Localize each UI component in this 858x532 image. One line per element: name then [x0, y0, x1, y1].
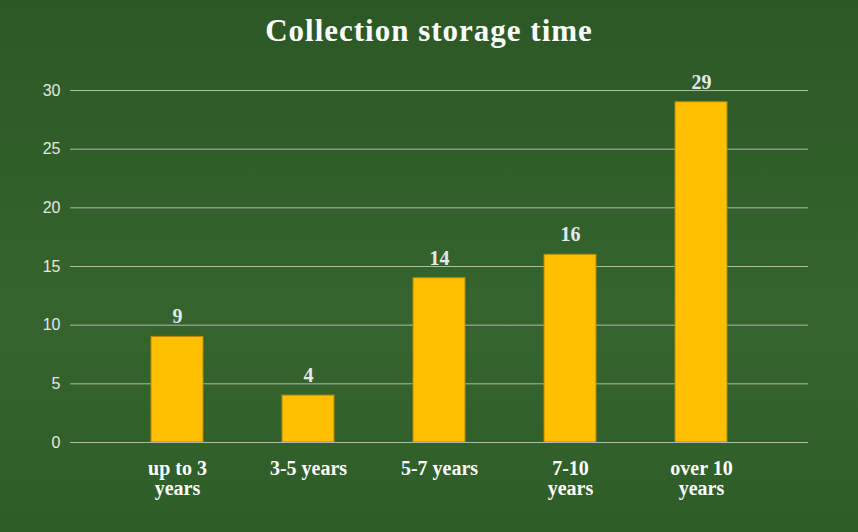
svg-text:3-5 years: 3-5 years [270, 457, 347, 480]
svg-text:over 10years: over 10years [670, 457, 732, 500]
svg-text:29: 29 [692, 71, 712, 93]
svg-text:15: 15 [43, 258, 61, 275]
svg-text:4: 4 [304, 364, 314, 386]
svg-text:9: 9 [173, 305, 183, 327]
html-text:Collection storage time: Collection storage time [265, 13, 593, 48]
svg-text:25: 25 [43, 140, 61, 157]
svg-text:5: 5 [52, 375, 61, 392]
svg-text:0: 0 [52, 434, 61, 451]
svg-text:7-10years: 7-10years [548, 457, 594, 500]
svg-text:16: 16 [561, 223, 581, 245]
svg-text:20: 20 [43, 199, 61, 216]
svg-text:10: 10 [43, 316, 61, 333]
svg-text:30: 30 [43, 82, 61, 99]
svg-text:up to 3years: up to 3years [148, 457, 207, 500]
svg-text:14: 14 [430, 247, 450, 269]
svg-text:5-7 years: 5-7 years [401, 457, 478, 480]
